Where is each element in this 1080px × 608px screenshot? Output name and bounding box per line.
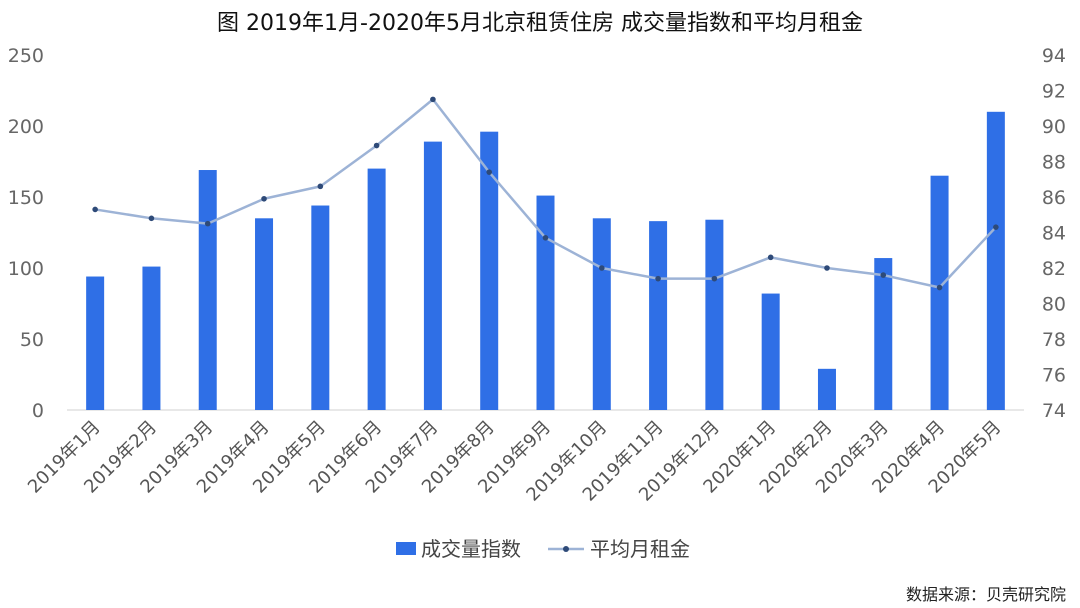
chart-title: 图 2019年1月-2020年5月北京租赁住房 成交量指数和平均月租金 (217, 11, 863, 36)
bar-series (86, 111, 1005, 411)
line-point (430, 96, 436, 103)
line-point (824, 265, 830, 271)
bar (761, 293, 780, 410)
line-point (598, 265, 605, 271)
line-series (92, 96, 999, 291)
right-y-tick-label: 80 (1042, 294, 1066, 316)
right-y-tick-label: 78 (1042, 329, 1066, 351)
line-point (373, 142, 380, 149)
left-y-tick-label: 50 (20, 329, 44, 351)
bar (255, 218, 274, 410)
line-point (148, 215, 155, 222)
left-y-tick-label: 250 (8, 45, 44, 67)
left-y-tick-label: 0 (32, 400, 44, 422)
right-y-tick-label: 88 (1042, 152, 1066, 174)
right-y-tick-label: 94 (1042, 45, 1066, 67)
line-point (204, 220, 211, 227)
bar (423, 141, 442, 410)
bar (986, 111, 1005, 411)
legend-swatch-bar (396, 542, 416, 555)
left-y-tick-label: 100 (8, 258, 44, 280)
bar (649, 221, 668, 410)
legend-label-bar: 成交量指数 (421, 537, 521, 561)
bar (198, 170, 217, 410)
line-point (936, 284, 943, 291)
right-y-tick-label: 90 (1042, 116, 1066, 138)
right-y-tick-label: 86 (1042, 187, 1066, 209)
right-y-axis: 94 92 90 88 86 84 82 80 78 76 74 (1042, 45, 1066, 422)
line-point (261, 195, 267, 202)
line-point (317, 183, 324, 190)
legend-marker-line (563, 546, 569, 552)
line-point (92, 206, 98, 213)
legend: 成交量指数 平均月租金 (396, 537, 690, 561)
bar (536, 195, 555, 410)
bar (592, 218, 611, 410)
legend-label-line: 平均月租金 (590, 537, 690, 561)
right-y-tick-label: 76 (1042, 365, 1066, 387)
right-y-tick-label: 92 (1042, 81, 1066, 103)
bar (874, 258, 893, 410)
line-point (711, 275, 718, 282)
left-y-axis: 250 200 150 100 50 0 (8, 45, 44, 422)
bar (311, 205, 330, 410)
bar (86, 276, 105, 410)
bar (705, 219, 724, 410)
line-point (542, 235, 549, 241)
right-y-tick-label: 74 (1042, 400, 1066, 422)
bar (930, 175, 949, 410)
bar (367, 168, 386, 410)
bar (142, 266, 161, 410)
x-axis-ticks: 2019年1月2019年2月2019年3月2019年4月2019年5月2019年… (24, 417, 1006, 506)
line-point (486, 169, 493, 175)
bar (480, 131, 499, 410)
line-point (993, 224, 999, 230)
line-point (767, 254, 774, 261)
bar (817, 368, 836, 410)
left-y-tick-label: 150 (8, 187, 44, 209)
right-y-tick-label: 82 (1042, 258, 1066, 280)
left-y-tick-label: 200 (8, 116, 44, 138)
line-point (655, 275, 661, 282)
source-note: 数据来源：贝壳研究院 (906, 585, 1066, 604)
right-y-tick-label: 84 (1042, 223, 1066, 245)
line-point (880, 272, 887, 278)
